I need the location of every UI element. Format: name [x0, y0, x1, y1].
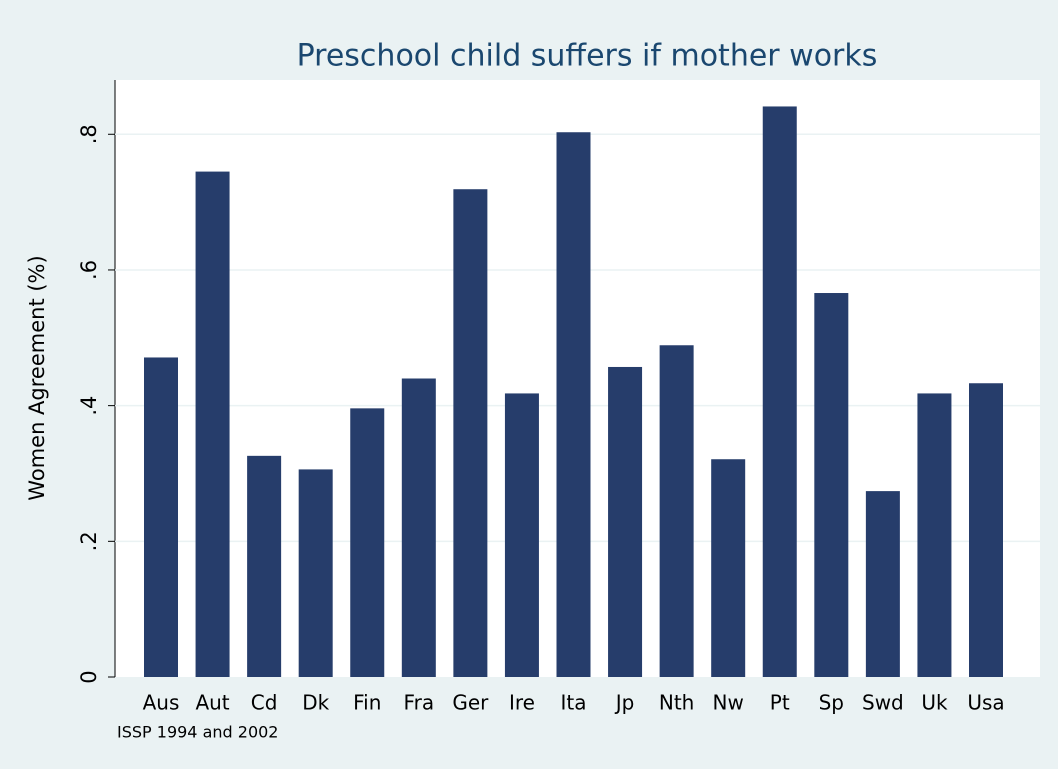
x-tick-label: Fra	[404, 691, 435, 715]
bar	[350, 408, 385, 677]
bar	[865, 491, 900, 677]
y-tick-label: .8	[77, 124, 101, 144]
x-tick-label: Fin	[353, 691, 381, 715]
x-tick-label: Jp	[614, 691, 635, 715]
chart-title: Preschool child suffers if mother works	[297, 39, 878, 74]
bar	[556, 132, 591, 678]
x-tick-label: Nth	[659, 691, 694, 715]
bar	[762, 106, 797, 678]
x-tick-label: Sp	[819, 691, 844, 715]
x-tick-label: Uk	[921, 691, 948, 715]
y-axis-label: Women Agreement (%)	[25, 255, 49, 500]
bar	[917, 393, 952, 677]
bar	[814, 293, 849, 677]
x-tick-label: Usa	[967, 691, 1004, 715]
note: ISSP 1994 and 2002	[117, 723, 278, 742]
x-tick-label: Swd	[862, 691, 904, 715]
bar	[659, 345, 694, 677]
bar	[401, 378, 436, 677]
bar	[195, 171, 230, 678]
x-tick-label: Cd	[251, 691, 278, 715]
y-tick-label: 0	[77, 670, 101, 683]
bar	[247, 455, 282, 677]
x-tick-label: Ita	[561, 691, 587, 715]
y-tick-label: .2	[77, 531, 101, 551]
bar	[608, 366, 643, 677]
x-tick-label: Aut	[195, 691, 229, 715]
y-tick-label: .4	[77, 396, 101, 416]
y-tick-label: .6	[77, 260, 101, 280]
x-tick-label: Aus	[143, 691, 180, 715]
x-tick-label: Dk	[302, 691, 329, 715]
x-tick-label: Ire	[509, 691, 535, 715]
bar	[711, 459, 746, 677]
bar	[144, 357, 178, 677]
x-tick-label: Nw	[713, 691, 744, 715]
x-tick-label: Pt	[770, 691, 790, 715]
bar	[298, 469, 333, 677]
bar	[453, 189, 488, 677]
x-tick-label: Ger	[452, 691, 489, 715]
bar	[969, 383, 1003, 677]
bar	[504, 393, 539, 677]
